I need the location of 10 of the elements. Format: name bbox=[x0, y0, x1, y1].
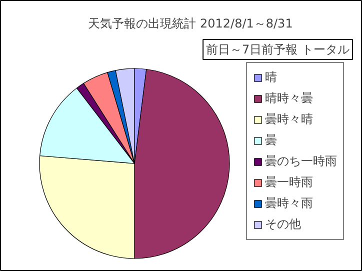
chart-subtitle: 前日～7日前予報 トータル bbox=[206, 42, 350, 56]
legend-label: 曇一時雨 bbox=[265, 174, 313, 191]
legend-label: 曇のち一時雨 bbox=[265, 153, 337, 170]
legend-label: 曇 bbox=[265, 132, 278, 149]
legend-label: 曇時々雨 bbox=[265, 195, 313, 212]
legend-label: その他 bbox=[265, 216, 301, 233]
chart-title: 天気予報の出現統計 2012/8/1～8/31 bbox=[88, 16, 293, 30]
legend-label: 晴 bbox=[265, 69, 278, 86]
legend-label: 晴時々曇 bbox=[265, 90, 313, 107]
legend-label: 曇時々晴 bbox=[265, 111, 313, 128]
